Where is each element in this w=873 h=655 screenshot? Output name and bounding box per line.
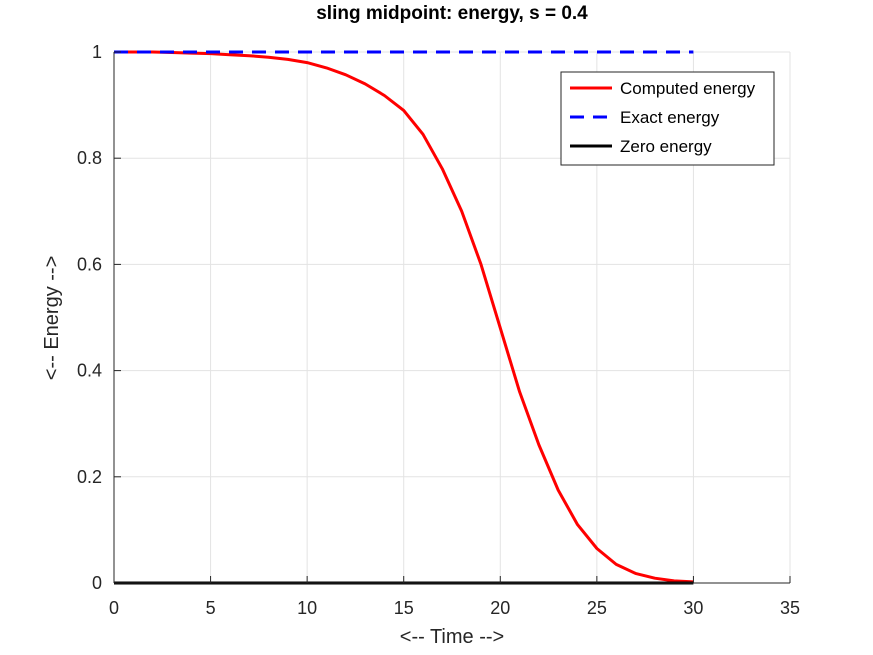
x-tick-label: 5: [206, 598, 216, 618]
x-tick-label: 30: [683, 598, 703, 618]
x-tick-label: 35: [780, 598, 800, 618]
legend-label: Zero energy: [620, 137, 712, 156]
y-tick-label: 0.6: [77, 254, 102, 274]
x-tick-label: 15: [394, 598, 414, 618]
x-tick-label: 20: [490, 598, 510, 618]
x-tick-label: 10: [297, 598, 317, 618]
chart-title: sling midpoint: energy, s = 0.4: [316, 3, 588, 24]
legend: Computed energy Exact energy Zero energy: [560, 71, 775, 166]
legend-label: Exact energy: [620, 108, 720, 127]
y-tick-label: 0.2: [77, 467, 102, 487]
y-tick-label: 0.4: [77, 361, 102, 381]
y-axis-label: <-- Energy -->: [41, 256, 63, 380]
axes: [113, 51, 791, 584]
x-tick-label: 0: [109, 598, 119, 618]
series-line-computed-energy: [114, 50, 694, 584]
x-axis-label: <-- Time -->: [400, 626, 504, 648]
legend-label: Computed energy: [620, 79, 756, 98]
tick-labels: 0 5 10 15 20 25 30 35 0 0.2 0.4 0.6 0.8 1: [77, 42, 800, 618]
y-tick-label: 0: [92, 573, 102, 593]
y-tick-label: 0.8: [77, 148, 102, 168]
x-tick-label: 25: [587, 598, 607, 618]
y-tick-label: 1: [92, 42, 102, 62]
